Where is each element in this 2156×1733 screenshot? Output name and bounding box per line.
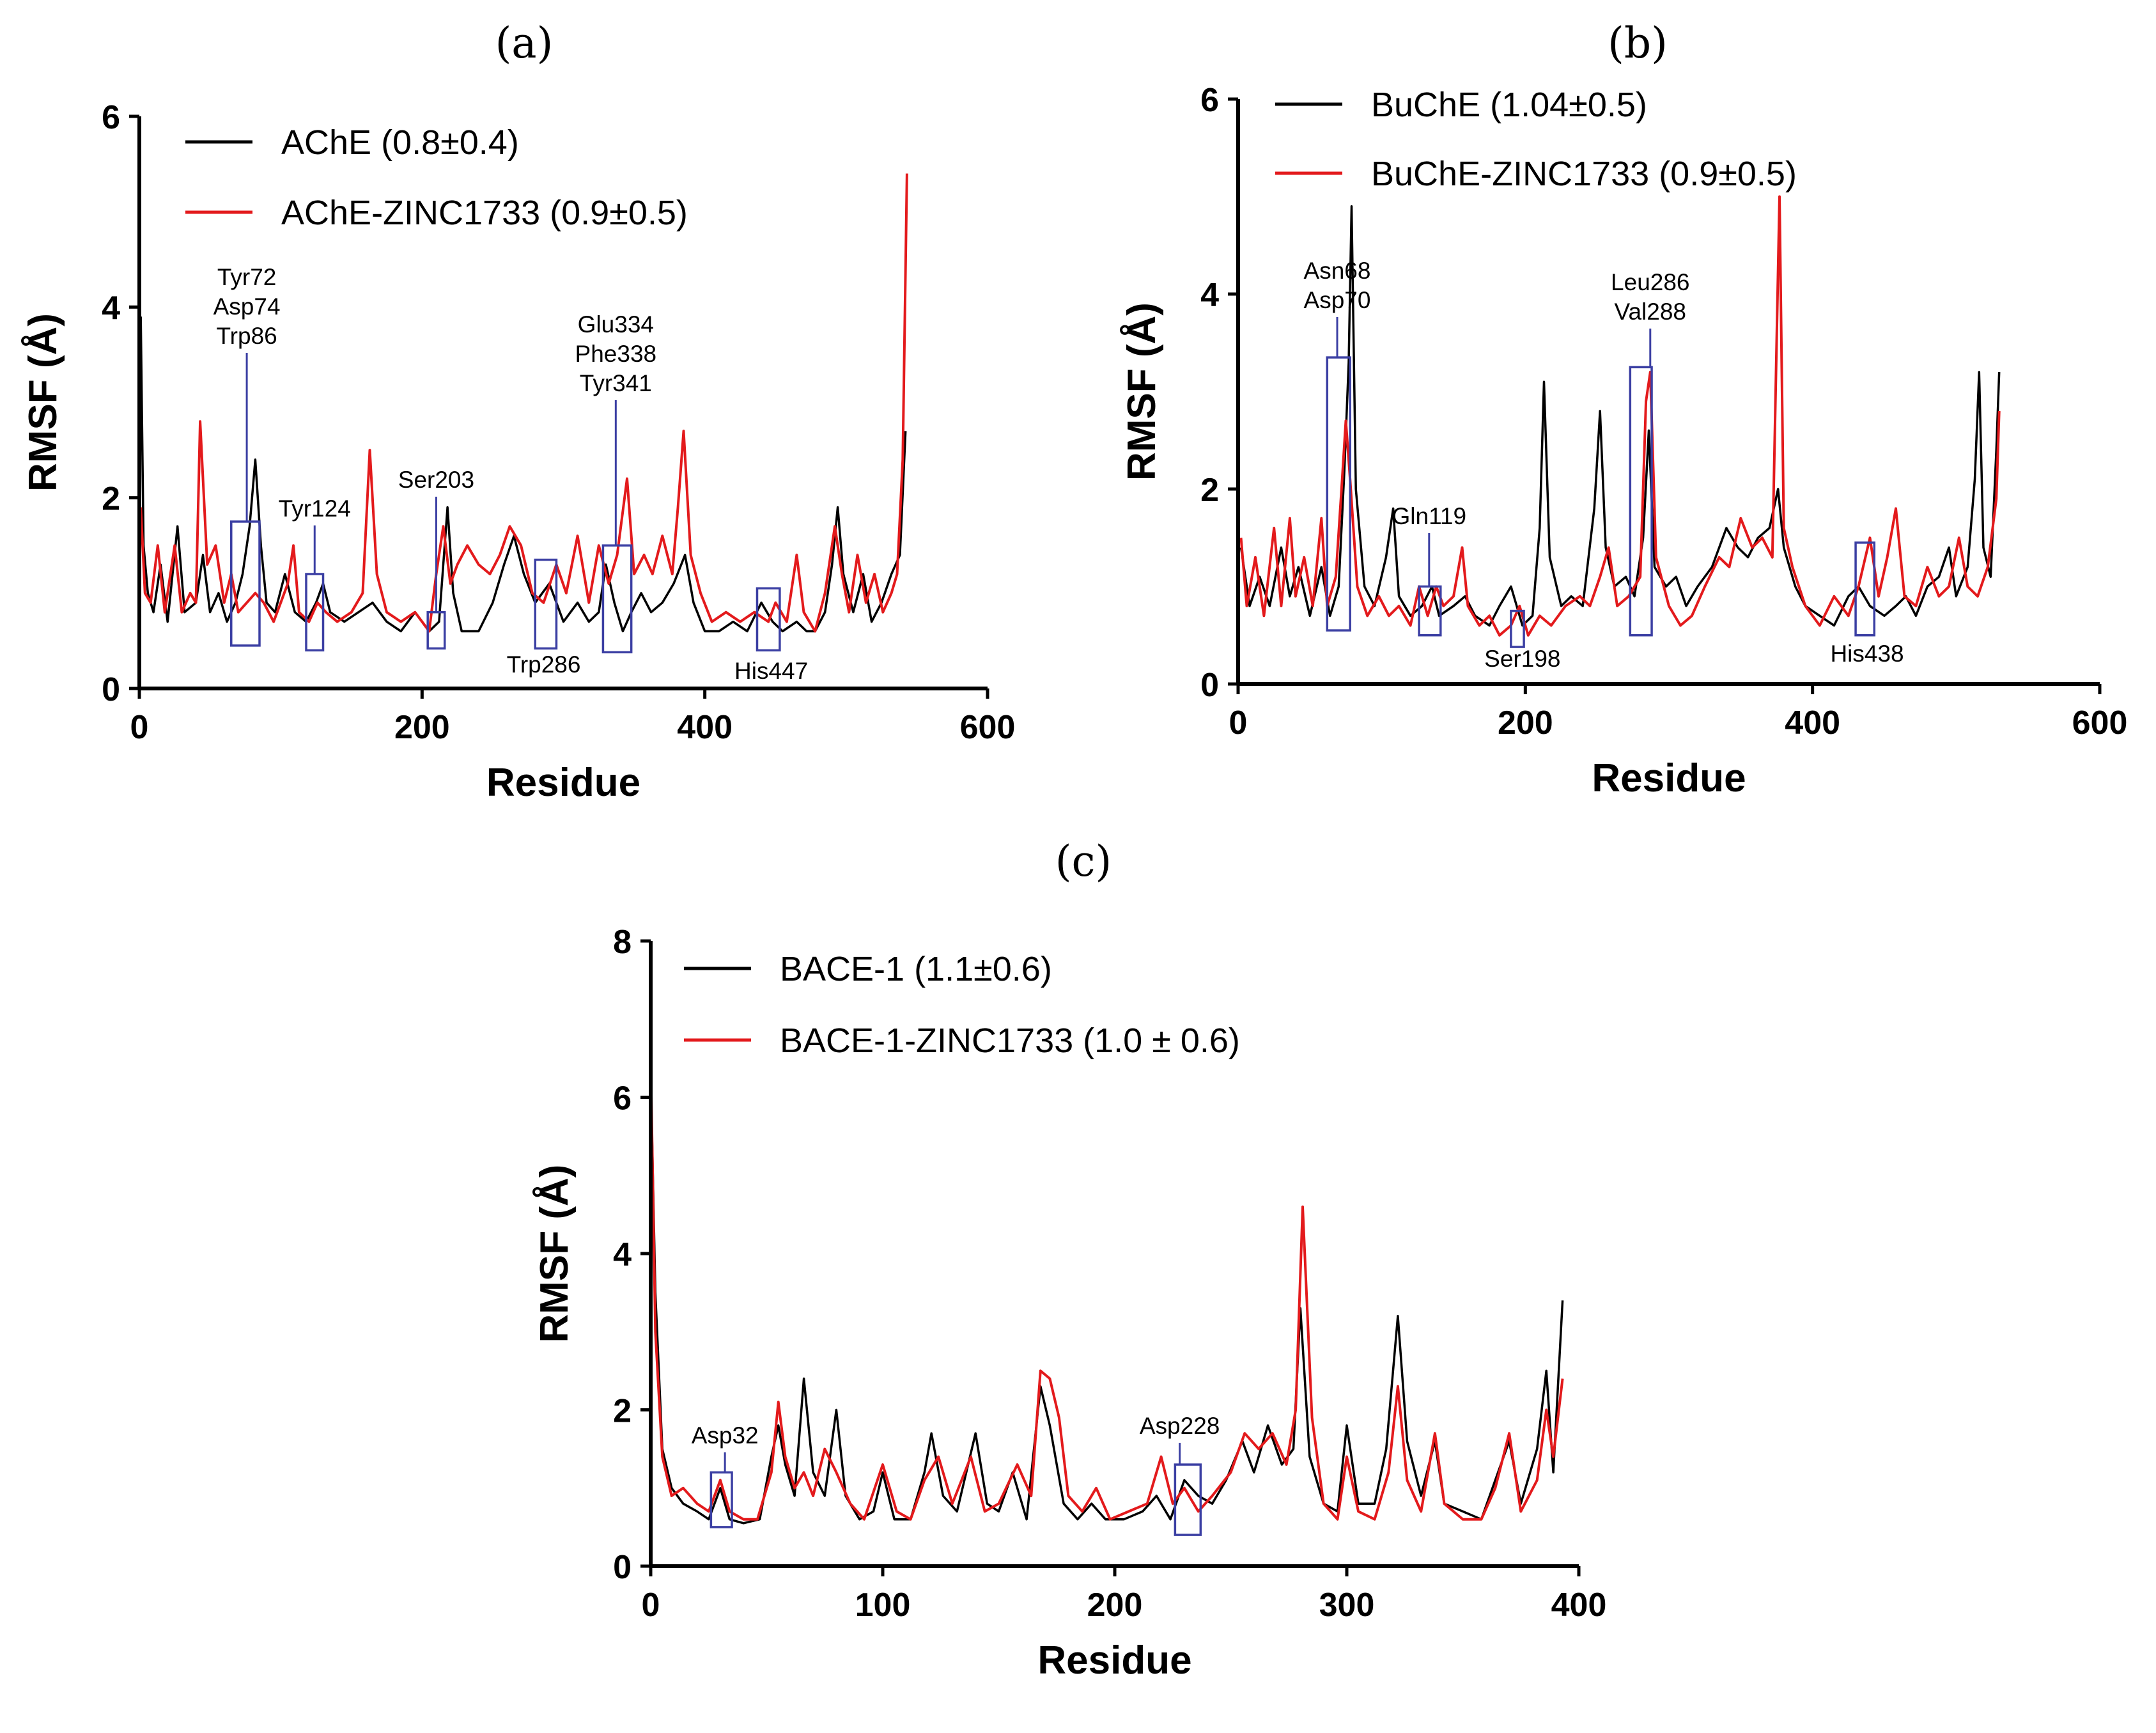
- residue-annotation: Ser198: [1484, 646, 1560, 672]
- x-tick-label: 300: [1319, 1587, 1375, 1624]
- y-tick-label: 6: [1200, 82, 1219, 119]
- series-line-complex: [139, 173, 908, 633]
- y-tick-label: 8: [613, 924, 632, 961]
- y-axis-label: RMSF (Å): [21, 313, 65, 492]
- highlight-box: [601, 544, 633, 654]
- y-tick-label: 0: [613, 1549, 632, 1586]
- panel-label: (a): [495, 19, 554, 68]
- panel-label: (b): [1608, 19, 1668, 68]
- residue-annotation: Asp228: [1140, 1413, 1220, 1439]
- y-tick-label: 6: [613, 1080, 632, 1117]
- legend-label: AChE-ZINC1733 (0.9±0.5): [281, 194, 688, 232]
- residue-annotation: Gln119: [1392, 503, 1467, 529]
- residue-annotation: Trp286: [507, 651, 581, 678]
- panel-c: (c) 0 100 200 300 400 0 2 4 6 8 Residue RMSF (Å) BACE…: [532, 837, 1606, 1682]
- panel-a: (a) 0 200 400 600 0 2 4 6 Residue RMSF (Å) AChE (0.…: [21, 19, 1015, 805]
- series-line-apo: [1239, 205, 2001, 627]
- x-tick-label: 200: [1498, 704, 1553, 742]
- x-tick-label: 100: [855, 1587, 911, 1624]
- x-tick-label: 400: [1551, 1587, 1607, 1624]
- series-line-apo: [649, 1073, 1564, 1525]
- residue-annotation: Tyr72: [217, 264, 277, 290]
- x-tick-label: 0: [1229, 704, 1248, 742]
- x-tick-label: 200: [1087, 1587, 1143, 1624]
- panel-label: (c): [1055, 837, 1112, 886]
- highlight-box: [710, 1471, 733, 1528]
- x-axis-label: Residue: [1592, 756, 1746, 800]
- x-tick-label: 600: [2072, 704, 2128, 742]
- x-tick-label: 0: [130, 709, 149, 746]
- residue-annotation: Trp86: [216, 323, 277, 349]
- residue-annotation: Tyr341: [580, 370, 652, 396]
- y-tick-label: 0: [102, 671, 120, 708]
- y-axis-label: RMSF (Å): [532, 1165, 577, 1343]
- highlight-box: [1510, 609, 1525, 648]
- residue-annotation: Leu286: [1611, 269, 1689, 295]
- y-tick-label: 4: [613, 1236, 632, 1273]
- y-tick-label: 2: [102, 481, 120, 518]
- legend-label: AChE (0.8±0.4): [281, 123, 519, 162]
- residue-annotation: His447: [734, 658, 808, 684]
- x-tick-label: 600: [960, 709, 1016, 746]
- y-tick-label: 2: [613, 1393, 632, 1430]
- x-tick-label: 0: [642, 1587, 660, 1624]
- residue-annotation: Asp74: [213, 293, 281, 320]
- highlight-box: [1854, 541, 1876, 637]
- legend-label: BACE-1-ZINC1733 (1.0 ± 0.6): [780, 1022, 1240, 1060]
- highlight-box: [534, 558, 558, 650]
- series-line-apo: [139, 316, 907, 633]
- y-axis-label: RMSF (Å): [1120, 302, 1164, 481]
- x-tick-label: 400: [1785, 704, 1840, 742]
- x-axis-label: Residue: [486, 761, 640, 805]
- y-tick-label: 4: [102, 290, 120, 327]
- residue-annotation: Val288: [1615, 299, 1686, 325]
- legend-label: BuChE-ZINC1733 (0.9±0.5): [1371, 155, 1797, 193]
- highlight-box: [1326, 356, 1351, 632]
- x-tick-label: 200: [394, 709, 450, 746]
- x-tick-label: 400: [677, 709, 733, 746]
- series-line-complex: [1239, 195, 2001, 637]
- residue-annotation: Phe338: [575, 341, 657, 367]
- residue-annotation: His438: [1830, 641, 1904, 667]
- residue-annotation: Asn68: [1304, 258, 1371, 284]
- residue-annotation: Ser203: [398, 467, 474, 493]
- highlight-box: [1629, 366, 1653, 637]
- y-tick-label: 6: [102, 99, 120, 136]
- series-line-complex: [649, 1058, 1564, 1521]
- panel-b: (b) 0 200 400 600 0 2 4 6 Residue RMSF (Å) BuChE (1…: [1120, 19, 2127, 800]
- residue-annotation: Glu334: [578, 311, 654, 338]
- residue-annotation: Asp70: [1304, 287, 1371, 313]
- legend-label: BuChE (1.04±0.5): [1371, 86, 1647, 124]
- residue-annotation: Asp32: [692, 1422, 759, 1449]
- y-tick-label: 0: [1200, 667, 1219, 704]
- x-axis-label: Residue: [1037, 1638, 1191, 1682]
- y-tick-label: 4: [1200, 277, 1219, 314]
- highlight-box: [1174, 1463, 1202, 1536]
- y-tick-label: 2: [1200, 472, 1219, 509]
- residue-annotation: Tyr124: [279, 495, 351, 522]
- highlight-box: [756, 587, 781, 652]
- legend-label: BACE-1 (1.1±0.6): [780, 950, 1052, 988]
- highlight-box: [230, 520, 261, 647]
